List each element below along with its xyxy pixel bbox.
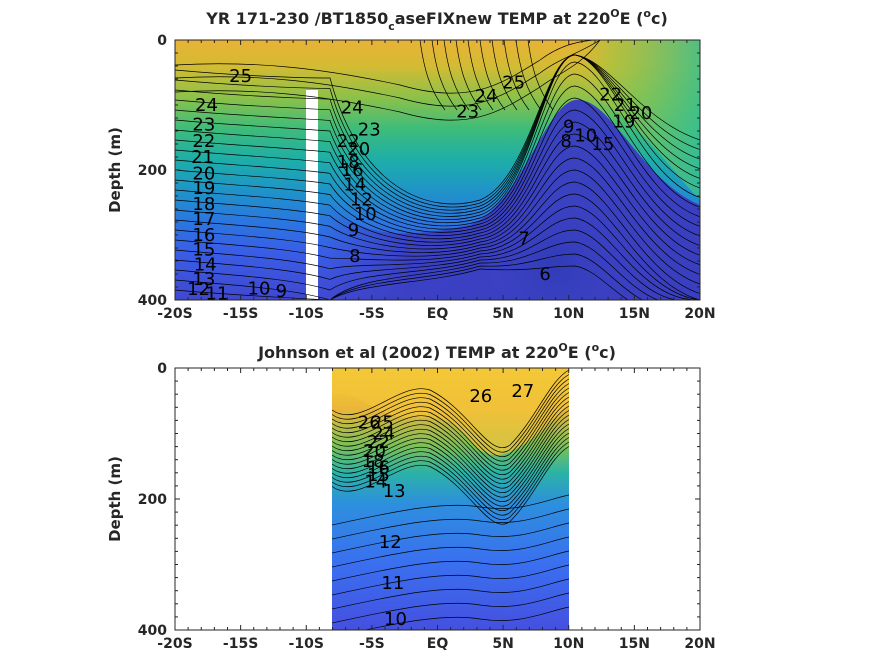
panel-1-contour-lines <box>175 40 700 300</box>
contour-label: 20 <box>363 441 386 462</box>
contour-label: 8 <box>349 246 360 267</box>
panel-1-title: YR 171-230 /BT1850caseFIXnew TEMP at 220… <box>205 7 668 33</box>
x-tick-label: -10S <box>289 306 324 322</box>
panel-2-y-axis: 0 200 400 <box>138 361 700 639</box>
x-tick-label: 15N <box>619 306 650 322</box>
contour-label: 23 <box>358 120 381 141</box>
contour-label: 10 <box>384 609 407 630</box>
contour-label: 25 <box>502 72 525 93</box>
x-tick-label: 20N <box>684 306 715 322</box>
contour-label: 22 <box>599 85 622 106</box>
x-tick-label: -20S <box>157 636 192 652</box>
contour-label: 13 <box>192 269 215 290</box>
contour-label: 8 <box>560 131 571 152</box>
missing-data-strip <box>306 90 318 300</box>
x-tick-label: EQ <box>427 306 449 322</box>
contour-label: 24 <box>195 95 218 116</box>
y-tick-label: 200 <box>138 163 167 179</box>
contour-label: 27 <box>511 381 534 402</box>
contour-label: 11 <box>206 284 229 305</box>
panel-1-y-axis: 0 200 400 <box>138 33 700 309</box>
contour-label: 16 <box>192 225 215 246</box>
contour-label: 16 <box>341 160 364 181</box>
contour-label: 9 <box>348 220 359 241</box>
x-tick-label: 5N <box>492 306 513 322</box>
contour-label: 15 <box>591 134 614 155</box>
contour-label: 10 <box>354 204 377 225</box>
contour-label: 17 <box>192 209 215 230</box>
contour-label: 23 <box>192 115 215 136</box>
x-tick-label: 20N <box>684 636 715 652</box>
contour-label: 13 <box>383 481 406 502</box>
contour-label: 7 <box>518 228 529 249</box>
contour-label: 18 <box>192 194 215 215</box>
contour-label: 19 <box>192 178 215 199</box>
x-tick-label: 15N <box>619 636 650 652</box>
panel-2: Johnson et al (2002) TEMP at 220OE (oc) … <box>106 341 716 652</box>
contour-label: 18 <box>337 152 360 173</box>
contour-label: 26 <box>469 386 492 407</box>
contour-label: 12 <box>187 279 210 300</box>
contour-label: 22 <box>367 432 390 453</box>
contour-label: 25 <box>371 412 394 433</box>
contour-label: 25 <box>229 66 252 87</box>
x-tick-label: EQ <box>427 636 449 652</box>
contour-label: 20 <box>347 139 370 160</box>
contour-label: 24 <box>341 98 364 119</box>
contour-label: 15 <box>367 465 390 486</box>
panel-1-y-label: Depth (m) <box>106 127 124 213</box>
y-tick-label: 400 <box>138 293 167 309</box>
x-tick-label: -5S <box>359 636 385 652</box>
contour-label: 23 <box>456 102 479 123</box>
y-tick-label: 0 <box>157 33 167 49</box>
contour-label: 19 <box>612 111 635 132</box>
contour-label: 9 <box>276 281 287 302</box>
contour-label: 26 <box>358 412 381 433</box>
x-tick-label: 10N <box>553 306 584 322</box>
contour-label: 11 <box>381 573 404 594</box>
panel-1: YR 171-230 /BT1850caseFIXnew TEMP at 220… <box>106 7 716 322</box>
contour-label: 21 <box>191 147 214 168</box>
contour-label: 20 <box>192 163 215 184</box>
contour-label: 22 <box>192 131 215 152</box>
contour-label: 9 <box>563 116 574 137</box>
y-tick-label: 400 <box>138 623 167 639</box>
panel-1-x-axis: -20S -15S -10S -5S EQ 5N 10N 15N 20N <box>157 40 716 322</box>
panel-2-y-label: Depth (m) <box>106 456 124 542</box>
contour-label: 12 <box>379 532 402 553</box>
contour-label: 20 <box>629 103 652 124</box>
x-tick-label: -10S <box>289 636 324 652</box>
contour-label: 16 <box>367 458 390 479</box>
contour-label: 10 <box>248 278 271 299</box>
contour-label: 24 <box>372 424 395 445</box>
panel-2-field <box>332 368 569 630</box>
contour-label: 22 <box>337 131 360 152</box>
contour-label: 14 <box>343 174 366 195</box>
contour-label: 18 <box>362 451 385 472</box>
contour-label: 6 <box>539 264 550 285</box>
y-tick-label: 0 <box>157 361 167 377</box>
contour-label: 10 <box>574 126 597 147</box>
contour-label: 15 <box>192 239 215 260</box>
contour-label: 12 <box>350 189 373 210</box>
panel-2-x-axis: -20S -15S -10S -5S EQ 5N 10N 15N 20N <box>157 368 716 652</box>
contour-label: 14 <box>194 254 217 275</box>
x-tick-label: -20S <box>157 306 192 322</box>
x-tick-label: 5N <box>492 636 513 652</box>
panel-2-title: Johnson et al (2002) TEMP at 220OE (oc) <box>257 341 616 362</box>
x-tick-label: -5S <box>359 306 385 322</box>
x-tick-label: -15S <box>223 306 258 322</box>
contour-label: 21 <box>614 95 637 116</box>
contour-label: 24 <box>475 86 498 107</box>
x-tick-label: 10N <box>553 636 584 652</box>
y-tick-label: 200 <box>138 492 167 508</box>
panel-2-contour-lines <box>332 369 569 630</box>
x-tick-label: -15S <box>223 636 258 652</box>
contour-label: 14 <box>364 471 387 492</box>
